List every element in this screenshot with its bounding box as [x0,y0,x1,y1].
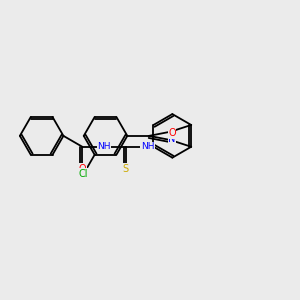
Text: NH: NH [97,142,111,151]
Text: O: O [168,128,176,138]
Text: Cl: Cl [79,169,88,178]
Text: N: N [168,134,175,144]
Text: O: O [79,164,86,173]
Text: NH: NH [141,142,154,151]
Text: S: S [123,164,129,173]
